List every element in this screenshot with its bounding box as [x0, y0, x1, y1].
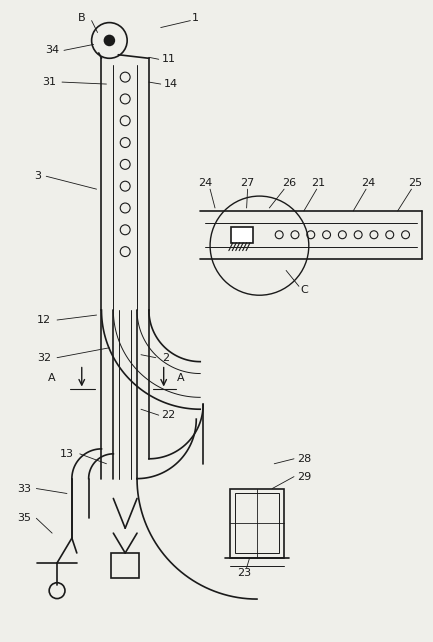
- Text: 31: 31: [42, 77, 56, 87]
- Text: 24: 24: [198, 178, 212, 188]
- Text: 21: 21: [312, 178, 326, 188]
- Text: 24: 24: [361, 178, 375, 188]
- Text: 28: 28: [297, 454, 311, 464]
- Circle shape: [104, 35, 114, 46]
- Bar: [230, 489, 284, 558]
- Bar: [231, 227, 252, 243]
- Text: 32: 32: [37, 352, 51, 363]
- Text: 3: 3: [34, 171, 41, 181]
- Text: 29: 29: [297, 472, 311, 482]
- Text: 25: 25: [408, 178, 423, 188]
- Text: B: B: [78, 13, 86, 22]
- Text: C: C: [300, 285, 308, 295]
- Text: 22: 22: [162, 410, 176, 420]
- Text: 27: 27: [240, 178, 255, 188]
- Text: A: A: [177, 372, 184, 383]
- Text: 13: 13: [60, 449, 74, 459]
- Text: 23: 23: [238, 568, 252, 578]
- Text: 12: 12: [37, 315, 51, 325]
- Text: A: A: [48, 372, 56, 383]
- Bar: [235, 494, 279, 553]
- Text: 35: 35: [17, 513, 32, 523]
- Text: 2: 2: [162, 352, 169, 363]
- Text: 34: 34: [45, 46, 59, 55]
- Text: 33: 33: [17, 483, 32, 494]
- Text: 26: 26: [282, 178, 296, 188]
- Text: 11: 11: [162, 55, 176, 64]
- Bar: [111, 553, 139, 578]
- Text: 14: 14: [164, 79, 178, 89]
- Text: 1: 1: [192, 13, 199, 22]
